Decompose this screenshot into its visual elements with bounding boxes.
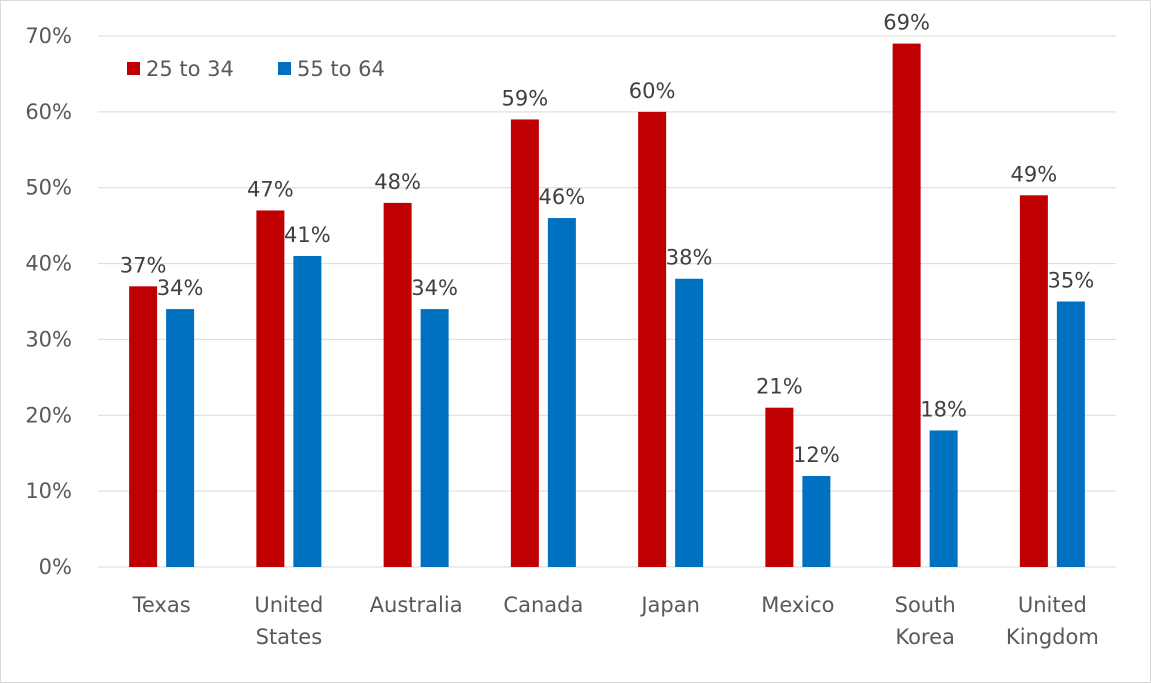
bar-series-2 xyxy=(547,218,576,568)
data-label: 34% xyxy=(157,276,204,300)
x-tick-label: States xyxy=(256,625,323,649)
bar-series-2 xyxy=(802,475,831,567)
x-tick-label: Australia xyxy=(370,593,463,617)
bar-series-2 xyxy=(166,309,195,567)
bar-series-2 xyxy=(675,278,704,567)
x-tick-label: Texas xyxy=(132,593,191,617)
y-tick-label: 10% xyxy=(25,479,72,503)
data-label: 59% xyxy=(502,86,549,110)
legend: 25 to 34 55 to 64 xyxy=(127,57,385,81)
data-label: 34% xyxy=(411,276,458,300)
legend-label: 55 to 64 xyxy=(297,57,385,81)
legend-swatch xyxy=(127,62,140,75)
bar-series-1 xyxy=(892,43,921,568)
y-tick-label: 0% xyxy=(39,555,72,579)
legend-swatch xyxy=(278,62,291,75)
data-labels: 37%34%47%41%48%34%59%46%60%38%21%12%69%1… xyxy=(120,11,1094,467)
bar-series-2 xyxy=(420,309,449,567)
data-label: 60% xyxy=(629,79,676,103)
y-axis-tick-labels: 0% 10% 20% 30% 40% 50% 60% 70% xyxy=(25,24,72,579)
data-label: 37% xyxy=(120,253,167,277)
x-axis-tick-labels: Texas United States Australia Canada Japan Mex… xyxy=(132,593,1099,649)
y-tick-label: 70% xyxy=(25,24,72,48)
x-tick-label: United xyxy=(254,593,323,617)
legend-label: 25 to 34 xyxy=(146,57,234,81)
y-tick-label: 40% xyxy=(25,252,72,276)
data-label: 21% xyxy=(756,375,803,399)
data-label: 38% xyxy=(666,246,713,270)
data-label: 47% xyxy=(247,177,294,201)
bar-series-1 xyxy=(765,407,794,567)
data-label: 12% xyxy=(793,443,840,467)
bar-series-1 xyxy=(383,202,412,567)
bar-series-1 xyxy=(510,119,539,567)
bar-series-1 xyxy=(129,286,158,567)
data-label: 49% xyxy=(1011,162,1058,186)
x-tick-label: Japan xyxy=(639,593,700,617)
x-tick-label: South xyxy=(895,593,956,617)
x-tick-label: Canada xyxy=(503,593,583,617)
data-label: 18% xyxy=(920,397,967,421)
bar-series-1 xyxy=(638,111,667,567)
data-label: 46% xyxy=(539,185,586,209)
bar-series-2 xyxy=(293,255,322,567)
gridlines xyxy=(98,35,1116,568)
data-label: 48% xyxy=(374,170,421,194)
y-tick-label: 30% xyxy=(25,327,72,351)
y-tick-label: 50% xyxy=(25,176,72,200)
data-label: 41% xyxy=(284,223,331,247)
y-tick-label: 20% xyxy=(25,403,72,427)
data-label: 69% xyxy=(883,11,930,35)
x-tick-label: United xyxy=(1018,593,1087,617)
bar-series-2 xyxy=(1056,301,1085,567)
x-tick-label: Mexico xyxy=(761,593,834,617)
bar-series-1 xyxy=(256,210,285,567)
bar-series-2 xyxy=(929,430,958,567)
bars xyxy=(129,43,1085,568)
x-tick-label: Korea xyxy=(895,625,955,649)
x-tick-label: Kingdom xyxy=(1006,625,1099,649)
bar-series-1 xyxy=(1019,195,1048,568)
data-label: 35% xyxy=(1048,269,1095,293)
y-tick-label: 60% xyxy=(25,100,72,124)
